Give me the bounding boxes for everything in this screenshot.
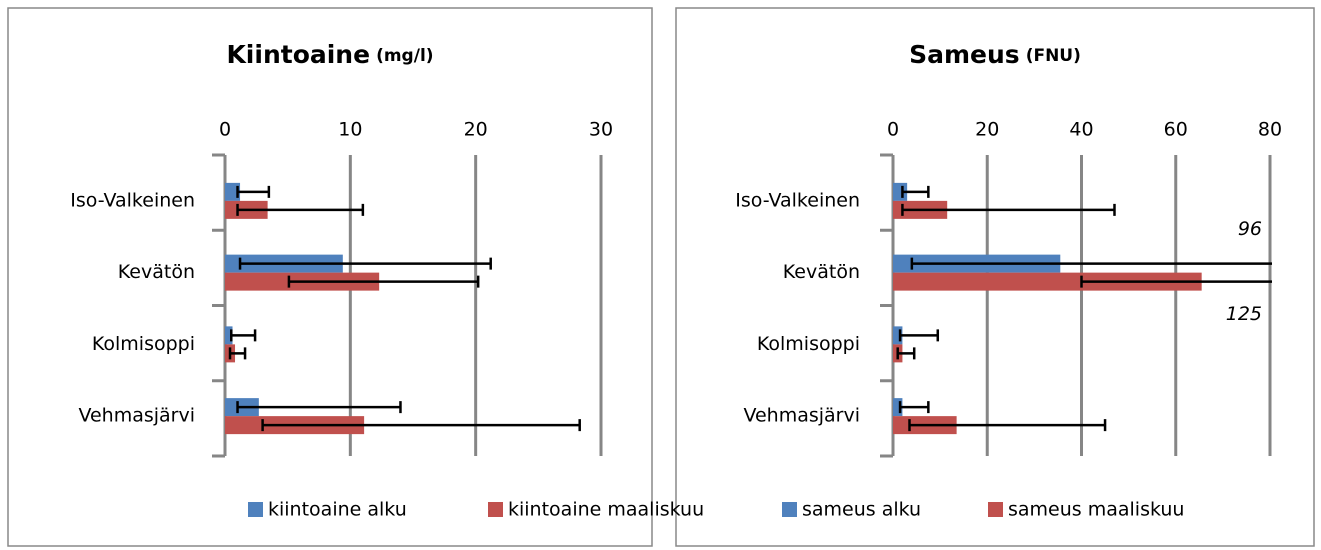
error-bar <box>896 347 916 360</box>
error-bar <box>230 329 257 342</box>
y-tick-label: Vehmasjärvi <box>78 405 195 427</box>
x-tick-label: 40 <box>1069 119 1093 141</box>
x-tick-label: 20 <box>975 119 999 141</box>
bar <box>225 326 233 345</box>
bar <box>225 182 241 201</box>
legend-swatch <box>248 502 263 517</box>
bar <box>893 326 903 345</box>
y-tick-label: Vehmasjärvi <box>743 405 860 427</box>
legend-label: sameus alku <box>802 499 921 521</box>
y-tick-label: Iso-Valkeinen <box>70 189 195 211</box>
error-bar <box>228 347 247 360</box>
error-bar <box>261 419 581 432</box>
title-unit: (mg/l) <box>376 46 433 66</box>
y-tick-label: Iso-Valkeinen <box>735 189 860 211</box>
y-tick-label: Kolmisoppi <box>92 333 195 355</box>
y-tick-label: Kevätön <box>783 261 860 283</box>
x-tick-label: 0 <box>219 119 231 141</box>
chart-title: Kiintoaine (mg/l) <box>226 40 433 69</box>
error-bar <box>898 401 930 414</box>
legend-label: kiintoaine alku <box>268 499 407 521</box>
chart-title: Sameus (FNU) <box>909 40 1081 69</box>
error-value-label: 96 <box>1238 218 1262 240</box>
legend-swatch <box>488 502 503 517</box>
error-bar <box>238 257 492 270</box>
error-bar <box>287 275 480 288</box>
title-unit: (FNU) <box>1026 46 1081 66</box>
x-tick-label: 0 <box>887 119 899 141</box>
legend-label: kiintoaine maaliskuu <box>508 499 704 521</box>
y-tick-label: Kevätön <box>118 261 195 283</box>
legend-swatch <box>782 502 797 517</box>
title-text: Kiintoaine <box>226 40 370 69</box>
error-bar <box>898 329 940 342</box>
x-tick-label: 20 <box>464 119 488 141</box>
error-bar <box>1080 275 1272 288</box>
bar <box>893 398 903 417</box>
y-tick-label: Kolmisoppi <box>757 333 860 355</box>
legend-label: sameus maaliskuu <box>1008 499 1184 521</box>
x-tick-label: 10 <box>338 119 362 141</box>
error-bar <box>910 257 1272 270</box>
bar <box>893 272 1202 291</box>
x-tick-label: 80 <box>1258 119 1282 141</box>
title-text: Sameus <box>909 40 1020 69</box>
x-tick-label: 30 <box>589 119 613 141</box>
error-value-label: 125 <box>1226 303 1262 325</box>
error-bar <box>908 419 1107 432</box>
x-tick-label: 60 <box>1164 119 1188 141</box>
error-bar <box>236 185 271 198</box>
error-bar <box>236 401 402 414</box>
error-bar <box>236 203 365 216</box>
error-bar <box>901 203 1116 216</box>
legend-swatch <box>988 502 1003 517</box>
error-bar <box>901 185 930 198</box>
